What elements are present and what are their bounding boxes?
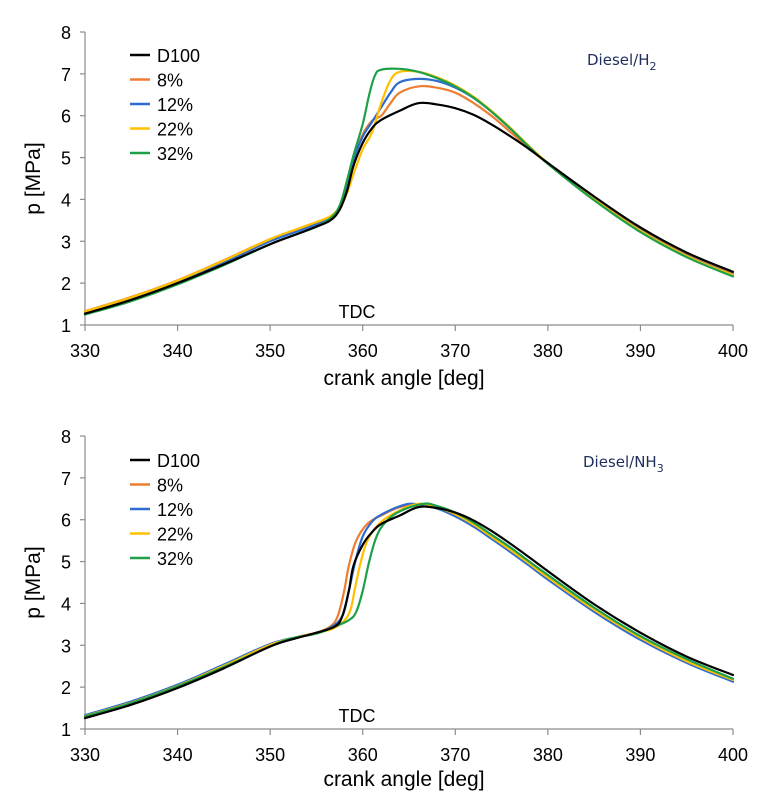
legend-label: 32% (157, 144, 193, 164)
x-tick-label: 400 (718, 341, 748, 361)
legend-item: 22% (130, 525, 193, 545)
legend-label: 22% (157, 120, 193, 140)
y-tick-label: 8 (61, 23, 71, 43)
x-tick-label: 360 (348, 341, 378, 361)
x-tick-label: 350 (255, 745, 285, 765)
y-axis-title: p [MPa] (22, 142, 45, 214)
x-tick-label: 370 (440, 745, 470, 765)
series-line-d100 (83, 101, 735, 315)
fuel-blend-label: Diesel/H2 (587, 51, 657, 73)
y-tick-label: 2 (61, 678, 71, 698)
x-tick-label: 390 (625, 745, 655, 765)
x-axis-title: crank angle [deg] (323, 768, 484, 791)
x-tick-label: 330 (70, 341, 100, 361)
legend-label: 8% (157, 71, 183, 91)
y-tick-label: 3 (61, 636, 71, 656)
legend-label: 12% (157, 500, 193, 520)
y-tick-label: 5 (61, 149, 71, 169)
x-tick-label: 360 (348, 745, 378, 765)
legend-item: 32% (130, 549, 193, 569)
legend-item: 8% (130, 71, 183, 91)
x-tick-label: 380 (533, 341, 563, 361)
x-tick-label: 330 (70, 745, 100, 765)
legend-label: 32% (157, 549, 193, 569)
x-tick-label: 340 (163, 341, 193, 361)
x-tick-label: 340 (163, 745, 193, 765)
chart-panel-2: 1 2 3 4 5 6 7 8 330 340 350 360 370 380 390 400 crank an… (22, 427, 748, 791)
x-tick-label: 380 (533, 745, 563, 765)
fuel-label-main: Diesel/NH (583, 453, 657, 471)
y-tick-label: 5 (61, 553, 71, 573)
y-tick-label: 4 (61, 190, 71, 210)
legend-item: D100 (130, 46, 200, 66)
legend-label: 12% (157, 95, 193, 115)
fuel-label-subscript: 3 (657, 462, 664, 475)
chart-panel-1: 1 2 3 4 5 6 7 8 330 340 350 360 370 380 390 400 crank an… (22, 23, 748, 390)
x-axis-title: crank angle [deg] (323, 367, 484, 390)
legend-item: 32% (130, 144, 193, 164)
fuel-blend-label: Diesel/NH3 (583, 453, 664, 475)
x-tick-label: 390 (625, 341, 655, 361)
tdc-annotation: TDC (339, 302, 376, 322)
series-line-22pct (83, 502, 735, 718)
legend-label: D100 (157, 46, 200, 66)
legend-item: 22% (130, 120, 193, 140)
y-tick-label: 3 (61, 232, 71, 252)
series-line-d100 (83, 505, 735, 720)
y-tick-label: 7 (61, 469, 71, 489)
x-tick-label: 370 (440, 341, 470, 361)
legend-label: 22% (157, 525, 193, 545)
legend-item: 12% (130, 95, 193, 115)
tdc-annotation: TDC (339, 706, 376, 726)
legend-label: 8% (157, 476, 183, 496)
y-axis-title: p [MPa] (22, 546, 45, 618)
y-tick-label: 8 (61, 427, 71, 447)
fuel-label-main: Diesel/H (587, 51, 650, 69)
legend-item: 8% (130, 476, 183, 496)
y-tick-label: 4 (61, 594, 71, 614)
legend-label: D100 (157, 451, 200, 471)
x-tick-label: 350 (255, 341, 285, 361)
y-tick-label: 1 (61, 720, 71, 740)
fuel-label-subscript: 2 (650, 60, 657, 73)
y-tick-label: 2 (61, 274, 71, 294)
y-tick-label: 6 (61, 511, 71, 531)
x-tick-label: 400 (718, 745, 748, 765)
legend-item: D100 (130, 451, 200, 471)
legend-item: 12% (130, 500, 193, 520)
y-tick-label: 1 (61, 316, 71, 336)
y-tick-label: 6 (61, 107, 71, 127)
y-tick-label: 7 (61, 65, 71, 85)
